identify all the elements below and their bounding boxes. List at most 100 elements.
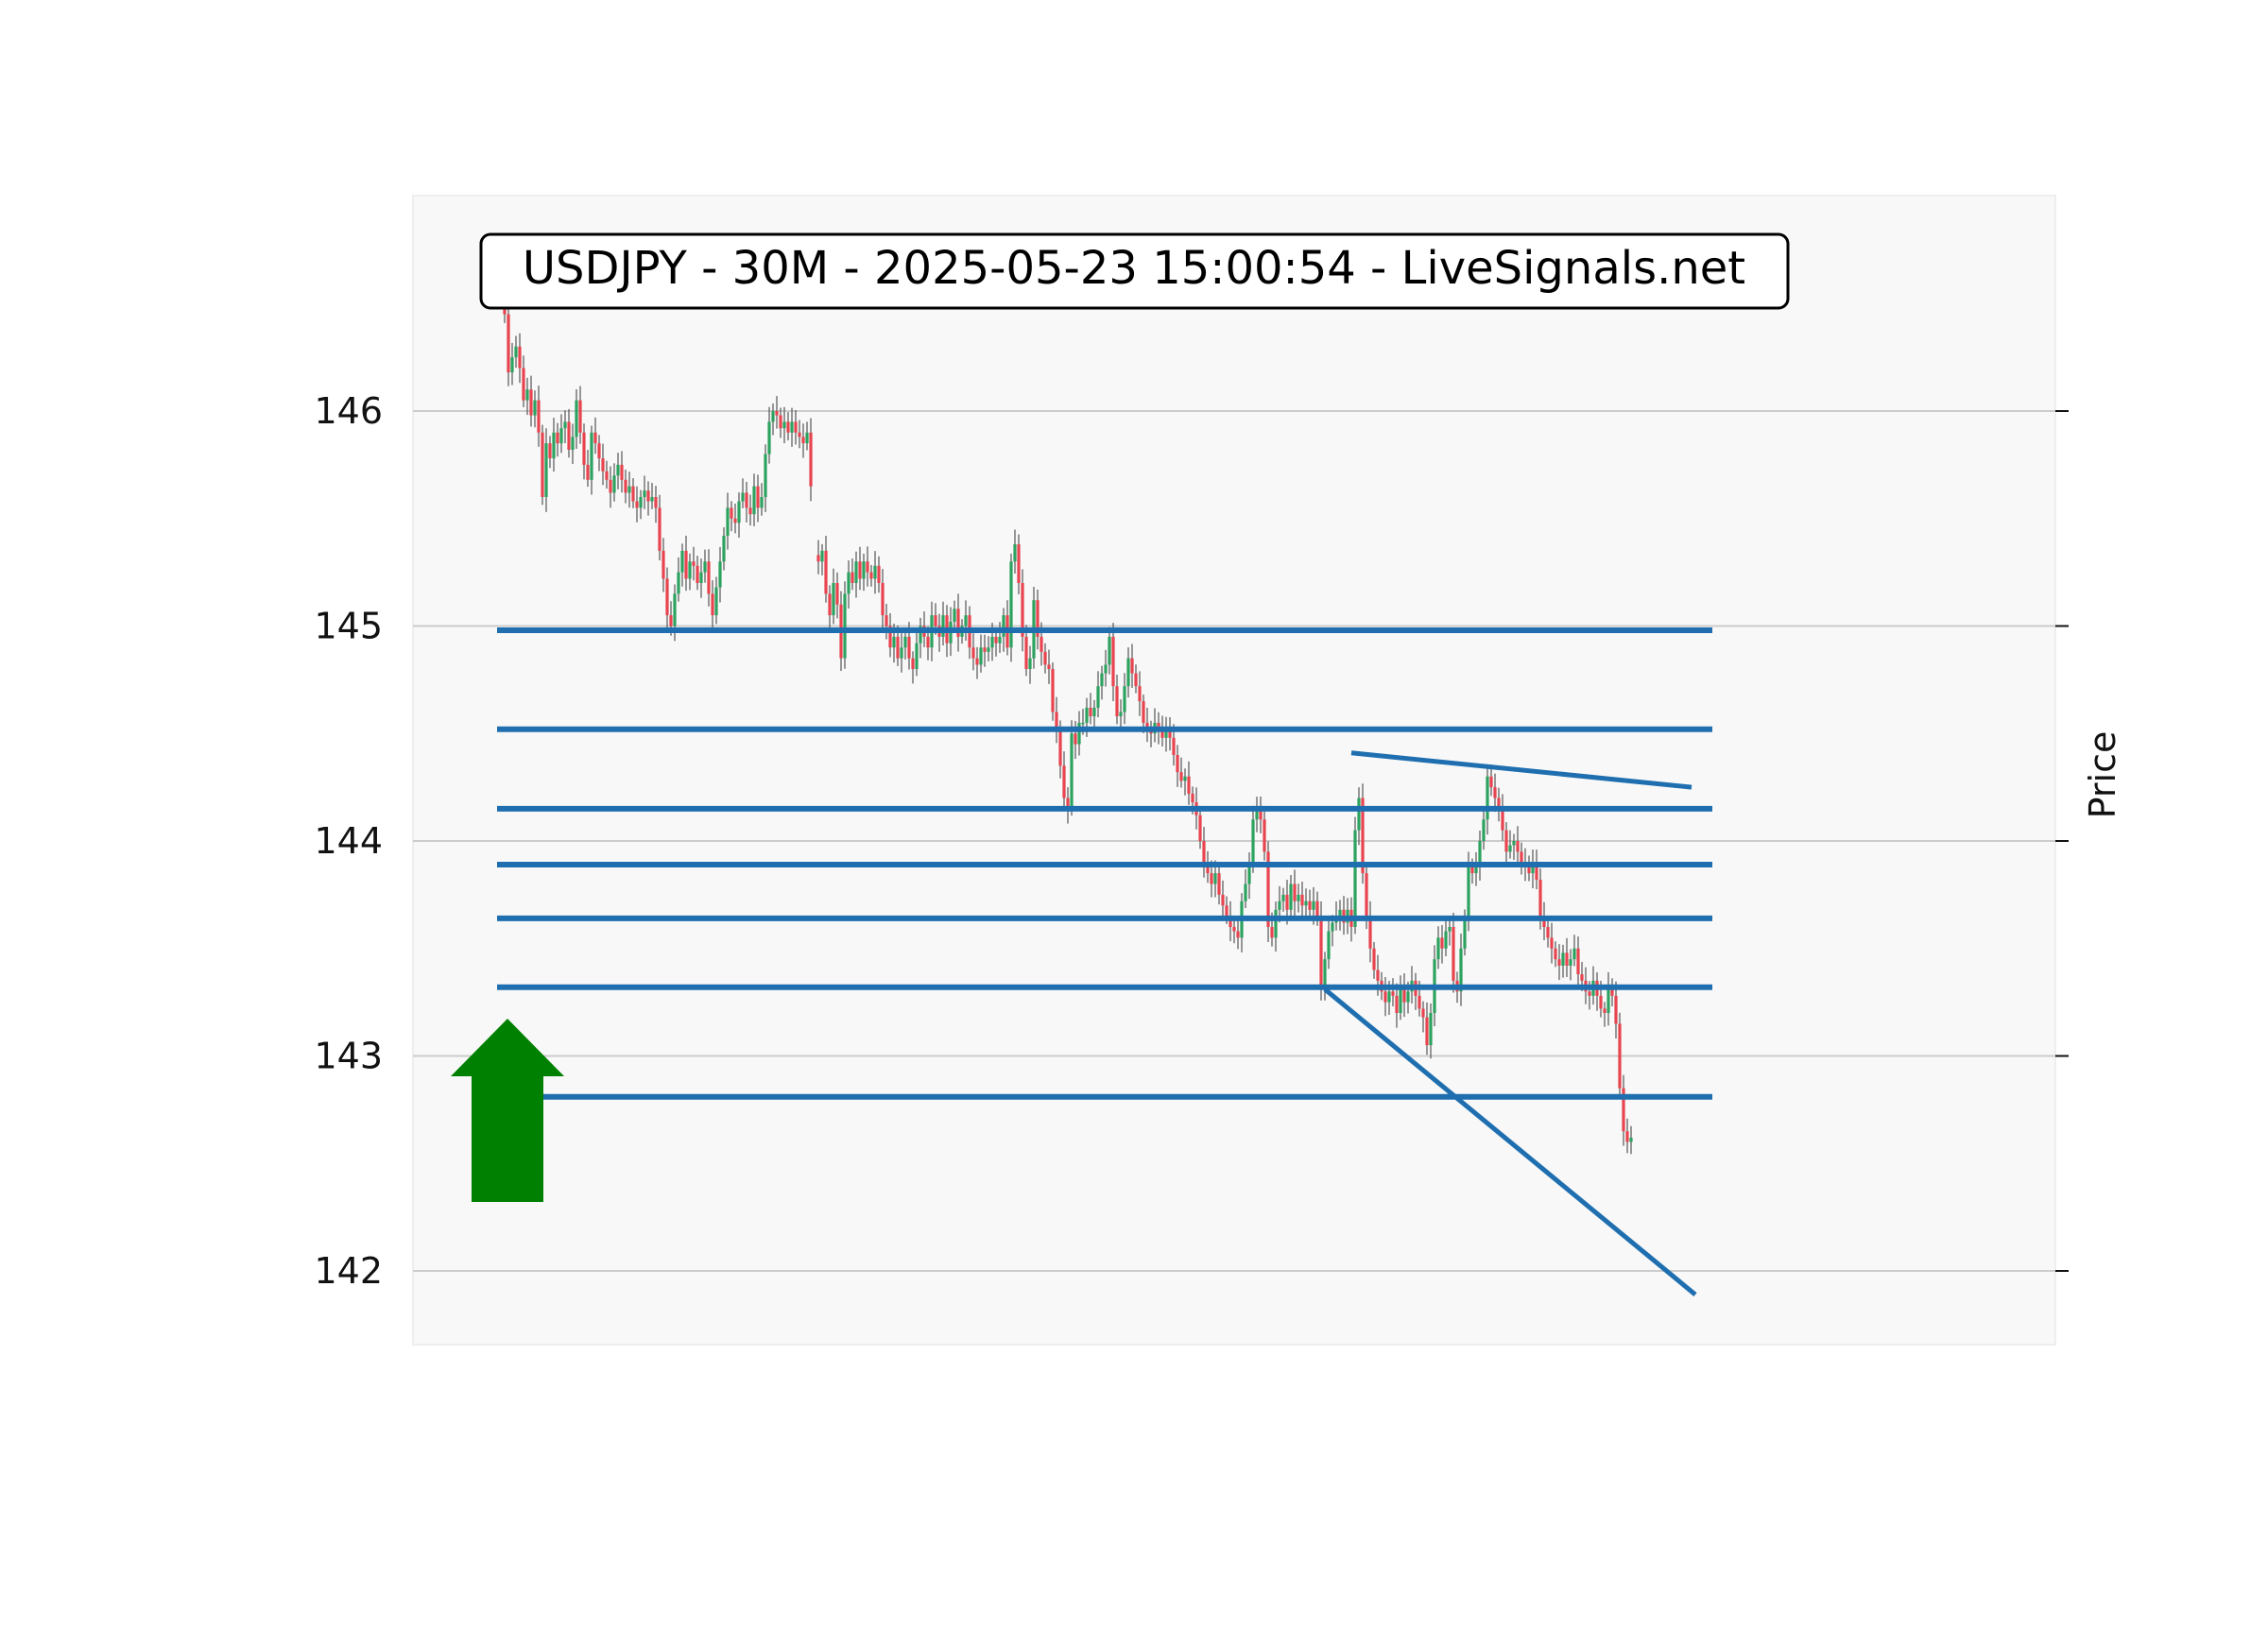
candle-body (1160, 729, 1164, 738)
candle-body (1198, 815, 1202, 841)
candle-body (1425, 1017, 1429, 1046)
candle-body (1289, 884, 1293, 910)
candle-body (760, 497, 764, 508)
candle-body (1353, 830, 1357, 927)
candle-body (1217, 873, 1221, 895)
candle-body (900, 647, 903, 659)
candle-body (518, 346, 522, 369)
candle-body (1557, 959, 1561, 966)
candle-body (1429, 1013, 1433, 1046)
candle-body (507, 314, 510, 373)
candle-body (1527, 866, 1531, 874)
candle-body (1327, 931, 1331, 960)
candle-body (714, 587, 718, 616)
candle-body (907, 636, 911, 659)
candle-body (1058, 729, 1062, 766)
candle-body (934, 615, 937, 626)
candle-body (1436, 937, 1440, 960)
candle-body (1319, 916, 1323, 987)
candle-body (1538, 879, 1542, 917)
candle-body (764, 454, 767, 497)
candle-body (1297, 894, 1300, 901)
candle-body (771, 411, 775, 422)
candle-body (1130, 658, 1134, 674)
gridlines (413, 410, 2055, 1272)
candle-body (919, 626, 922, 643)
trendline (1323, 987, 1697, 1296)
candle-body (956, 609, 960, 637)
candle-body (1232, 927, 1236, 932)
candle-body (1270, 927, 1274, 938)
candle-body (809, 432, 813, 487)
candle-body (1176, 755, 1179, 773)
candle-body (1486, 776, 1489, 820)
support-resistance-levels (497, 627, 1712, 1100)
candle-body (1444, 931, 1448, 949)
candle-body (718, 561, 722, 588)
candle-body (741, 492, 745, 502)
candle-body (650, 497, 654, 502)
candle-body (1266, 851, 1270, 927)
candle-body (658, 507, 662, 551)
candle-body (556, 432, 559, 444)
candle-body (926, 636, 930, 648)
candle-body (1013, 544, 1017, 562)
candle-body (752, 486, 756, 515)
candle-body (537, 400, 541, 433)
candle-body (707, 561, 711, 594)
candle-body (1501, 808, 1504, 831)
candle-body (1508, 845, 1512, 852)
candle-body (733, 518, 737, 523)
y-tick-label: 144 (314, 820, 383, 862)
candle-body (1304, 901, 1308, 906)
candle-body (586, 464, 590, 480)
candle-body (975, 658, 979, 665)
candle-body (605, 471, 609, 480)
candle-body (1315, 901, 1319, 917)
candle-body (1497, 798, 1501, 809)
candle-body (1361, 798, 1365, 874)
candle-body (677, 572, 680, 594)
candle-body (563, 421, 567, 429)
candle-body (1391, 991, 1395, 996)
candle-body (665, 578, 669, 616)
candle-body (624, 479, 627, 493)
candle-body (1281, 894, 1285, 901)
candle-body (832, 583, 835, 616)
candle-body (987, 647, 990, 652)
candle-body (680, 550, 684, 573)
candle-body (994, 636, 998, 643)
candle-body (1542, 916, 1546, 927)
candle-body (1017, 544, 1021, 583)
candle-body (1145, 722, 1149, 729)
candle-body (964, 615, 968, 626)
candle-body (1418, 995, 1421, 1009)
candle-body (1531, 862, 1535, 874)
chart-title-box: USDJPY - 30M - 2025-05-23 15:00:54 - Liv… (479, 232, 1790, 310)
candle-body (911, 658, 915, 669)
candle-body (941, 615, 945, 637)
candle-body (1157, 722, 1160, 729)
candle-body (669, 615, 673, 626)
candle-body (885, 615, 888, 626)
candle-body (533, 400, 537, 416)
candle-body (998, 636, 1002, 643)
candle-body (1126, 658, 1130, 687)
candle-body (620, 464, 624, 480)
candle-body (1576, 948, 1580, 975)
candle-body (593, 432, 597, 444)
candle-body (1520, 851, 1523, 863)
candle-body (1066, 798, 1070, 809)
candle-body (1111, 636, 1115, 687)
candle-body (684, 550, 688, 579)
candle-body (582, 432, 586, 465)
candle-body (1024, 636, 1028, 669)
candle-body (1376, 969, 1380, 981)
candle-body (1263, 819, 1266, 852)
candle-body (601, 458, 605, 472)
candle-body (828, 593, 832, 616)
candle-body (1221, 894, 1225, 906)
candle-body (627, 486, 631, 493)
candle-body (703, 561, 707, 573)
candle-body (1482, 819, 1486, 841)
